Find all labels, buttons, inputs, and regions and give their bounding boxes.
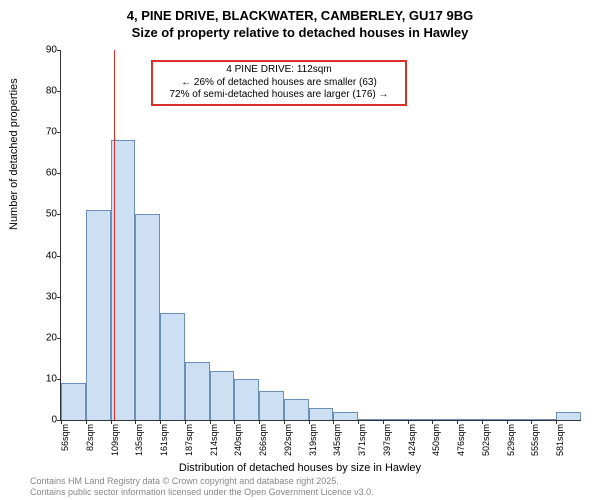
histogram-bar: [210, 371, 235, 420]
x-tick-label: 581sqm: [555, 424, 565, 456]
histogram-bar: [408, 419, 433, 420]
info-box-line-2: ← 26% of detached houses are smaller (63…: [159, 77, 399, 90]
histogram-bar: [259, 391, 284, 420]
x-tick-label: 345sqm: [332, 424, 342, 456]
y-tick-mark: [57, 338, 61, 339]
y-tick-mark: [57, 132, 61, 133]
x-tick-label: 161sqm: [159, 424, 169, 456]
x-axis-label: Distribution of detached houses by size …: [0, 462, 600, 474]
histogram-bar: [185, 362, 210, 420]
x-tick-label: 424sqm: [407, 424, 417, 456]
x-tick-label: 82sqm: [85, 424, 95, 451]
histogram-bar: [507, 419, 532, 420]
histogram-bar: [86, 210, 111, 420]
info-box-line-1: 4 PINE DRIVE: 112sqm: [159, 64, 399, 77]
x-tick-label: 135sqm: [134, 424, 144, 456]
histogram-bar: [234, 379, 259, 420]
x-tick-label: 529sqm: [506, 424, 516, 456]
x-tick-label: 397sqm: [382, 424, 392, 456]
x-tick-label: 266sqm: [258, 424, 268, 456]
histogram-bar: [61, 383, 86, 420]
x-tick-label: 240sqm: [233, 424, 243, 456]
histogram-bar: [309, 408, 334, 420]
histogram-bar: [333, 412, 358, 420]
chart-footer: Contains HM Land Registry data © Crown c…: [30, 476, 374, 498]
histogram-bar: [383, 419, 408, 420]
histogram-bar: [457, 419, 482, 420]
histogram-bar: [135, 214, 160, 420]
x-tick-label: 292sqm: [283, 424, 293, 456]
x-tick-label: 214sqm: [209, 424, 219, 456]
chart-title-address: 4, PINE DRIVE, BLACKWATER, CAMBERLEY, GU…: [0, 8, 600, 23]
info-box-line-3: 72% of semi-detached houses are larger (…: [159, 89, 399, 102]
footer-line-1: Contains HM Land Registry data © Crown c…: [30, 476, 374, 487]
x-tick-label: 319sqm: [308, 424, 318, 456]
property-info-box: 4 PINE DRIVE: 112sqm← 26% of detached ho…: [151, 60, 407, 106]
histogram-bar: [160, 313, 185, 420]
chart-title-subtitle: Size of property relative to detached ho…: [0, 25, 600, 40]
y-tick-mark: [57, 173, 61, 174]
chart-plot-area: 010203040506070809056sqm82sqm109sqm135sq…: [60, 50, 581, 421]
x-tick-label: 502sqm: [481, 424, 491, 456]
histogram-bar: [432, 419, 457, 420]
x-tick-label: 555sqm: [530, 424, 540, 456]
y-tick-mark: [57, 91, 61, 92]
y-tick-mark: [57, 214, 61, 215]
histogram-bar: [482, 419, 507, 420]
x-tick-label: 450sqm: [431, 424, 441, 456]
x-tick-label: 109sqm: [110, 424, 120, 456]
y-tick-mark: [57, 256, 61, 257]
y-tick-mark: [57, 297, 61, 298]
property-marker-line: [114, 50, 115, 420]
x-tick-label: 371sqm: [357, 424, 367, 456]
histogram-bar: [556, 412, 581, 420]
histogram-bar: [531, 419, 556, 420]
x-tick-label: 187sqm: [184, 424, 194, 456]
y-tick-mark: [57, 379, 61, 380]
histogram-bar: [284, 399, 309, 420]
footer-line-2: Contains public sector information licen…: [30, 487, 374, 498]
x-tick-label: 476sqm: [456, 424, 466, 456]
histogram-bar: [358, 419, 383, 420]
y-tick-mark: [57, 50, 61, 51]
x-tick-label: 56sqm: [60, 424, 70, 451]
y-axis-label: Number of detached properties: [8, 78, 20, 230]
